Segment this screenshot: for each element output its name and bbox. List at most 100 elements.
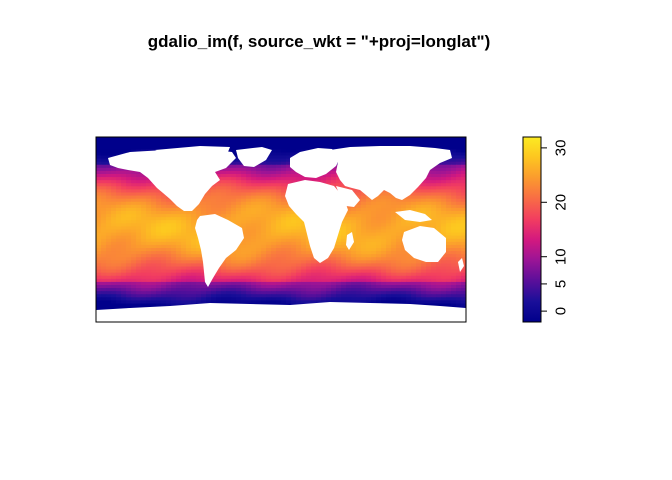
sst-cell — [116, 257, 122, 261]
sst-cell — [236, 201, 242, 206]
sst-cell — [126, 229, 132, 234]
sst-cell — [436, 207, 442, 212]
sst-cell — [241, 244, 247, 249]
sst-cell — [261, 204, 267, 209]
sst-cell — [171, 297, 177, 302]
sst-cell — [136, 211, 142, 215]
sst-cell — [431, 288, 437, 292]
sst-cell — [451, 204, 457, 209]
sst-cell — [231, 272, 237, 277]
sst-cell — [251, 263, 257, 268]
sst-cell — [401, 201, 407, 206]
sst-cell — [366, 288, 372, 292]
sst-cell — [96, 223, 102, 228]
sst-cell — [276, 174, 282, 178]
sst-cell — [451, 235, 457, 240]
sst-cell — [176, 272, 182, 277]
sst-cell — [121, 143, 127, 147]
sst-cell — [381, 291, 387, 295]
sst-cell — [191, 137, 197, 141]
sst-cell — [261, 248, 267, 252]
sst-cell — [101, 217, 107, 221]
sst-cell — [151, 266, 157, 271]
sst-cell — [361, 223, 367, 228]
sst-cell — [391, 232, 397, 237]
sst-cell — [396, 143, 402, 147]
sst-cell — [396, 275, 402, 280]
sst-cell — [451, 155, 457, 160]
sst-cell — [161, 140, 167, 144]
sst-cell — [116, 251, 122, 255]
sst-cell — [261, 226, 267, 231]
sst-cell — [111, 170, 117, 175]
sst-cell — [186, 232, 192, 237]
sst-cell — [291, 251, 297, 255]
sst-cell — [266, 244, 272, 249]
sst-cell — [351, 226, 357, 231]
sst-cell — [111, 272, 117, 277]
sst-cell — [311, 291, 317, 295]
sst-cell — [171, 285, 177, 289]
sst-cell — [231, 251, 237, 255]
sst-cell — [236, 204, 242, 209]
sst-cell — [306, 297, 312, 302]
sst-cell — [246, 285, 252, 289]
sst-cell — [181, 291, 187, 295]
sst-cell — [196, 266, 202, 271]
sst-cell — [446, 161, 452, 166]
sst-cell — [441, 164, 447, 169]
sst-cell — [246, 214, 252, 218]
sst-cell — [296, 275, 302, 280]
sst-cell — [236, 288, 242, 292]
sst-cell — [161, 238, 167, 243]
sst-cell — [421, 180, 427, 184]
sst-cell — [151, 183, 157, 187]
sst-cell — [376, 137, 382, 141]
sst-cell — [456, 266, 462, 271]
sst-cell — [286, 297, 292, 302]
sst-cell — [181, 269, 187, 274]
sst-cell — [176, 281, 182, 286]
sst-cell — [161, 257, 167, 261]
sst-cell — [156, 288, 162, 292]
sst-cell — [441, 269, 447, 274]
sst-cell — [326, 257, 332, 261]
sst-cell — [251, 272, 257, 277]
sst-cell — [126, 195, 132, 200]
sst-cell — [226, 272, 232, 277]
sst-cell — [231, 174, 237, 178]
sst-cell — [391, 229, 397, 234]
sst-cell — [106, 251, 112, 255]
sst-cell — [396, 272, 402, 277]
sst-cell — [236, 263, 242, 268]
sst-cell — [291, 217, 297, 221]
sst-cell — [376, 143, 382, 147]
sst-cell — [126, 217, 132, 221]
sst-cell — [261, 189, 267, 194]
sst-cell — [131, 211, 137, 215]
sst-cell — [361, 244, 367, 249]
sst-cell — [161, 207, 167, 212]
sst-cell — [106, 223, 112, 228]
sst-cell — [351, 254, 357, 258]
sst-cell — [141, 207, 147, 212]
sst-cell — [136, 201, 142, 206]
sst-cell — [101, 294, 107, 298]
sst-cell — [431, 297, 437, 302]
sst-cell — [201, 278, 207, 283]
sst-cell — [201, 294, 207, 298]
sst-cell — [231, 266, 237, 271]
sst-cell — [171, 254, 177, 258]
sst-cell — [376, 235, 382, 240]
sst-cell — [96, 275, 102, 280]
sst-cell — [446, 241, 452, 246]
sst-cell — [451, 223, 457, 228]
sst-cell — [251, 201, 257, 206]
sst-cell — [251, 180, 257, 184]
sst-cell — [291, 244, 297, 249]
sst-cell — [166, 198, 172, 203]
sst-cell — [336, 281, 342, 286]
sst-cell — [326, 260, 332, 265]
sst-cell — [456, 152, 462, 157]
sst-cell — [171, 238, 177, 243]
